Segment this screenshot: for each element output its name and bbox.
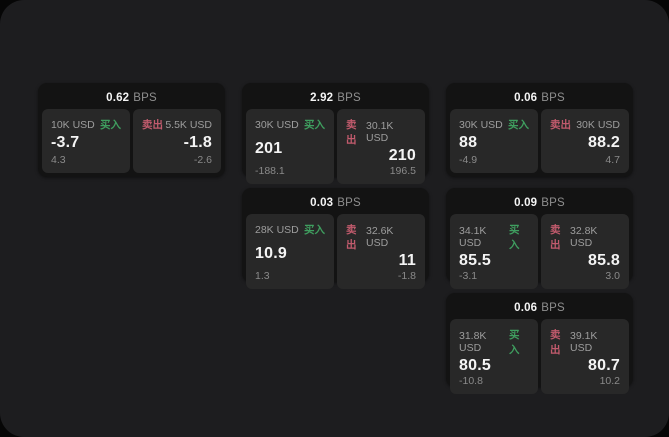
buy-change: -4.9 (459, 154, 478, 166)
sell-label: 卖出 (550, 224, 561, 251)
buy-panel[interactable]: 10K USD 买入 -3.7 4.3 (42, 109, 130, 173)
buy-label: 买入 (509, 329, 520, 356)
bps-value: 0.06 (514, 92, 538, 104)
sell-change: 3.0 (605, 270, 620, 282)
bps-value: 0.62 (106, 92, 130, 104)
buy-panel[interactable]: 28K USD 买入 10.9 1.3 (246, 214, 334, 289)
quote-card: 0.06 BPS 31.8K USD 买入 80.5 -10.8 卖出 39.1K… (446, 293, 633, 394)
buy-label: 买入 (508, 119, 529, 131)
bps-value: 0.09 (514, 197, 538, 209)
sell-panel[interactable]: 卖出 30.1K USD 210 196.5 (337, 109, 425, 184)
buy-panel[interactable]: 34.1K USD 买入 85.5 -3.1 (450, 214, 538, 289)
bps-header: 0.06 BPS (450, 87, 629, 109)
buy-label: 买入 (509, 224, 520, 251)
sell-change: 196.5 (389, 165, 416, 177)
buy-amount: 10K USD (51, 118, 95, 131)
buy-panel[interactable]: 30K USD 买入 201 -188.1 (246, 109, 334, 184)
sell-amount: 30.1K USD (365, 120, 394, 144)
buy-label: 买入 (100, 119, 121, 131)
sell-amount: 5.5K USD (165, 118, 212, 131)
buy-label: 买入 (304, 119, 325, 131)
panels: 10K USD 买入 -3.7 4.3 卖出 5.5K USD -1.8 -2.… (42, 109, 221, 173)
buy-panel[interactable]: 31.8K USD 买入 80.5 -10.8 (450, 319, 538, 394)
bps-value: 0.06 (514, 302, 538, 314)
buy-panel[interactable]: 30K USD 买入 88 -4.9 (450, 109, 538, 173)
bps-value: 0.03 (310, 197, 334, 209)
bps-header: 0.09 BPS (450, 192, 629, 214)
sell-price: 11 (398, 252, 416, 269)
sell-price: -1.8 (183, 134, 212, 151)
sell-label: 卖出 (142, 119, 163, 131)
bps-unit: BPS (541, 302, 565, 314)
quote-card: 0.03 BPS 28K USD 买入 10.9 1.3 卖出 32.6K USD (242, 188, 429, 289)
sell-change: 10.2 (599, 375, 620, 387)
buy-amount: 28K USD (255, 223, 299, 236)
sell-label: 卖出 (346, 119, 357, 146)
bps-header: 2.92 BPS (246, 87, 425, 109)
sell-amount: 32.6K USD (365, 225, 394, 249)
buy-change: 1.3 (255, 270, 270, 282)
sell-change: -1.8 (397, 270, 416, 282)
buy-amount: 30K USD (255, 118, 299, 131)
quote-card: 0.06 BPS 30K USD 买入 88 -4.9 卖出 30K USD (446, 83, 633, 177)
buy-change: -3.1 (459, 270, 478, 282)
sell-change: 4.7 (605, 154, 620, 166)
sell-price: 80.7 (588, 357, 620, 374)
sell-label: 卖出 (550, 329, 561, 356)
bps-unit: BPS (541, 197, 565, 209)
buy-amount: 30K USD (459, 118, 503, 131)
buy-price: 85.5 (459, 252, 491, 269)
buy-amount: 34.1K USD (459, 225, 487, 249)
sell-panel[interactable]: 卖出 32.8K USD 85.8 3.0 (541, 214, 629, 289)
sell-amount: 32.8K USD (569, 225, 598, 249)
buy-change: -10.8 (459, 375, 483, 387)
buy-price: 10.9 (255, 244, 287, 262)
sell-price: 88.2 (588, 134, 620, 151)
sell-change: -2.6 (193, 154, 212, 166)
sell-label: 卖出 (550, 119, 571, 131)
sell-panel[interactable]: 卖出 30K USD 88.2 4.7 (541, 109, 629, 173)
sell-panel[interactable]: 卖出 32.6K USD 11 -1.8 (337, 214, 425, 289)
bps-value: 2.92 (310, 92, 334, 104)
bps-unit: BPS (337, 92, 361, 104)
sell-amount: 39.1K USD (569, 330, 598, 354)
panels: 30K USD 买入 88 -4.9 卖出 30K USD 88.2 4.7 (450, 109, 629, 173)
buy-change: -188.1 (255, 165, 285, 177)
buy-price: 88 (459, 134, 478, 151)
sell-panel[interactable]: 卖出 5.5K USD -1.8 -2.6 (133, 109, 221, 173)
bps-header: 0.62 BPS (42, 87, 221, 109)
quote-card: 0.62 BPS 10K USD 买入 -3.7 4.3 卖出 5.5K USD (38, 83, 225, 177)
sell-amount: 30K USD (576, 118, 620, 131)
bps-unit: BPS (541, 92, 565, 104)
bps-header: 0.03 BPS (246, 192, 425, 214)
sell-price: 85.8 (588, 252, 620, 269)
panels: 30K USD 买入 201 -188.1 卖出 30.1K USD 210 1… (246, 109, 425, 184)
buy-price: 201 (255, 139, 283, 157)
buy-label: 买入 (304, 224, 325, 236)
buy-price: 80.5 (459, 357, 491, 374)
quote-card: 2.92 BPS 30K USD 买入 201 -188.1 卖出 30.1K U… (242, 83, 429, 184)
sell-price: 210 (388, 147, 416, 164)
bps-unit: BPS (133, 92, 157, 104)
panels: 34.1K USD 买入 85.5 -3.1 卖出 32.8K USD 85.8… (450, 214, 629, 289)
sell-panel[interactable]: 卖出 39.1K USD 80.7 10.2 (541, 319, 629, 394)
quote-card: 0.09 BPS 34.1K USD 买入 85.5 -3.1 卖出 32.8K … (446, 188, 633, 289)
panels: 31.8K USD 买入 80.5 -10.8 卖出 39.1K USD 80.… (450, 319, 629, 394)
bps-header: 0.06 BPS (450, 297, 629, 319)
buy-price: -3.7 (51, 134, 80, 151)
buy-change: 4.3 (51, 154, 66, 166)
buy-amount: 31.8K USD (459, 330, 487, 354)
sell-label: 卖出 (346, 224, 357, 251)
bps-unit: BPS (337, 197, 361, 209)
panels: 28K USD 买入 10.9 1.3 卖出 32.6K USD 11 -1.8 (246, 214, 425, 289)
quote-card-grid: 0.62 BPS 10K USD 买入 -3.7 4.3 卖出 5.5K USD (38, 83, 633, 394)
